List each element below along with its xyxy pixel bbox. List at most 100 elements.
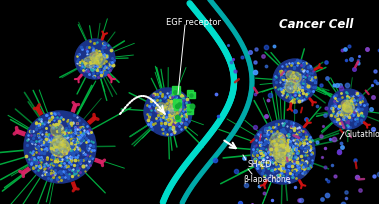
Circle shape <box>84 57 95 68</box>
Circle shape <box>168 184 173 189</box>
Circle shape <box>276 153 286 163</box>
Circle shape <box>207 133 212 137</box>
Circle shape <box>226 21 229 25</box>
Circle shape <box>209 0 213 3</box>
Circle shape <box>225 140 229 144</box>
Circle shape <box>248 64 252 68</box>
Circle shape <box>249 94 252 98</box>
Circle shape <box>231 88 236 93</box>
Circle shape <box>227 100 232 105</box>
Circle shape <box>183 197 186 201</box>
Circle shape <box>247 60 251 64</box>
Circle shape <box>167 186 172 191</box>
Circle shape <box>249 67 253 71</box>
Circle shape <box>222 17 226 21</box>
Circle shape <box>229 64 234 69</box>
Circle shape <box>230 68 235 73</box>
Circle shape <box>231 132 235 135</box>
Circle shape <box>247 98 251 102</box>
Circle shape <box>203 167 207 171</box>
Circle shape <box>246 58 250 61</box>
Circle shape <box>342 106 352 116</box>
Circle shape <box>269 139 288 157</box>
Circle shape <box>212 156 216 160</box>
Circle shape <box>247 62 251 65</box>
Circle shape <box>212 3 216 7</box>
Circle shape <box>238 39 241 43</box>
Circle shape <box>173 176 178 181</box>
Circle shape <box>236 124 240 128</box>
Circle shape <box>230 66 235 71</box>
Circle shape <box>250 73 254 77</box>
Circle shape <box>196 176 200 180</box>
Circle shape <box>343 101 354 113</box>
Circle shape <box>160 200 165 204</box>
Circle shape <box>241 115 245 118</box>
Circle shape <box>183 162 188 167</box>
Circle shape <box>218 117 223 122</box>
Circle shape <box>237 38 241 41</box>
Circle shape <box>208 0 211 2</box>
Circle shape <box>180 201 184 204</box>
Circle shape <box>182 163 187 168</box>
Circle shape <box>192 182 196 186</box>
Circle shape <box>199 172 203 176</box>
Circle shape <box>189 4 194 9</box>
Circle shape <box>196 13 201 18</box>
Circle shape <box>172 177 177 182</box>
Circle shape <box>229 134 233 138</box>
Circle shape <box>216 8 219 12</box>
Circle shape <box>200 171 204 175</box>
Circle shape <box>242 47 246 51</box>
Circle shape <box>217 40 222 45</box>
Circle shape <box>224 53 229 58</box>
Circle shape <box>215 153 219 157</box>
Circle shape <box>189 154 194 160</box>
Circle shape <box>226 56 231 61</box>
Circle shape <box>226 22 230 26</box>
Circle shape <box>194 10 199 15</box>
Circle shape <box>229 135 232 139</box>
Circle shape <box>233 32 237 36</box>
Circle shape <box>216 38 221 43</box>
Circle shape <box>230 93 235 98</box>
Circle shape <box>232 82 236 87</box>
Circle shape <box>200 18 205 23</box>
Circle shape <box>226 55 230 60</box>
Circle shape <box>209 130 214 135</box>
Circle shape <box>227 23 231 27</box>
Circle shape <box>243 111 247 114</box>
Circle shape <box>214 36 219 41</box>
Circle shape <box>211 32 216 37</box>
Circle shape <box>210 159 214 163</box>
Circle shape <box>211 158 215 162</box>
Circle shape <box>52 136 65 149</box>
Circle shape <box>177 171 182 176</box>
Circle shape <box>215 37 220 42</box>
Circle shape <box>211 128 216 133</box>
Circle shape <box>94 56 105 66</box>
Circle shape <box>188 156 193 161</box>
Circle shape <box>195 12 200 17</box>
Circle shape <box>219 43 224 48</box>
Circle shape <box>90 53 99 62</box>
Circle shape <box>24 111 96 183</box>
Circle shape <box>230 91 235 96</box>
Circle shape <box>221 46 226 51</box>
Circle shape <box>250 77 254 81</box>
Circle shape <box>219 148 222 152</box>
Circle shape <box>248 97 252 101</box>
Circle shape <box>233 31 236 35</box>
Circle shape <box>227 58 232 63</box>
Circle shape <box>239 41 243 45</box>
Circle shape <box>222 112 227 116</box>
Circle shape <box>227 138 230 142</box>
Circle shape <box>190 184 194 188</box>
Circle shape <box>201 19 206 24</box>
Circle shape <box>204 23 209 28</box>
Circle shape <box>231 89 236 94</box>
Circle shape <box>217 119 222 123</box>
Circle shape <box>218 149 222 153</box>
Circle shape <box>251 120 315 184</box>
Circle shape <box>201 170 205 174</box>
